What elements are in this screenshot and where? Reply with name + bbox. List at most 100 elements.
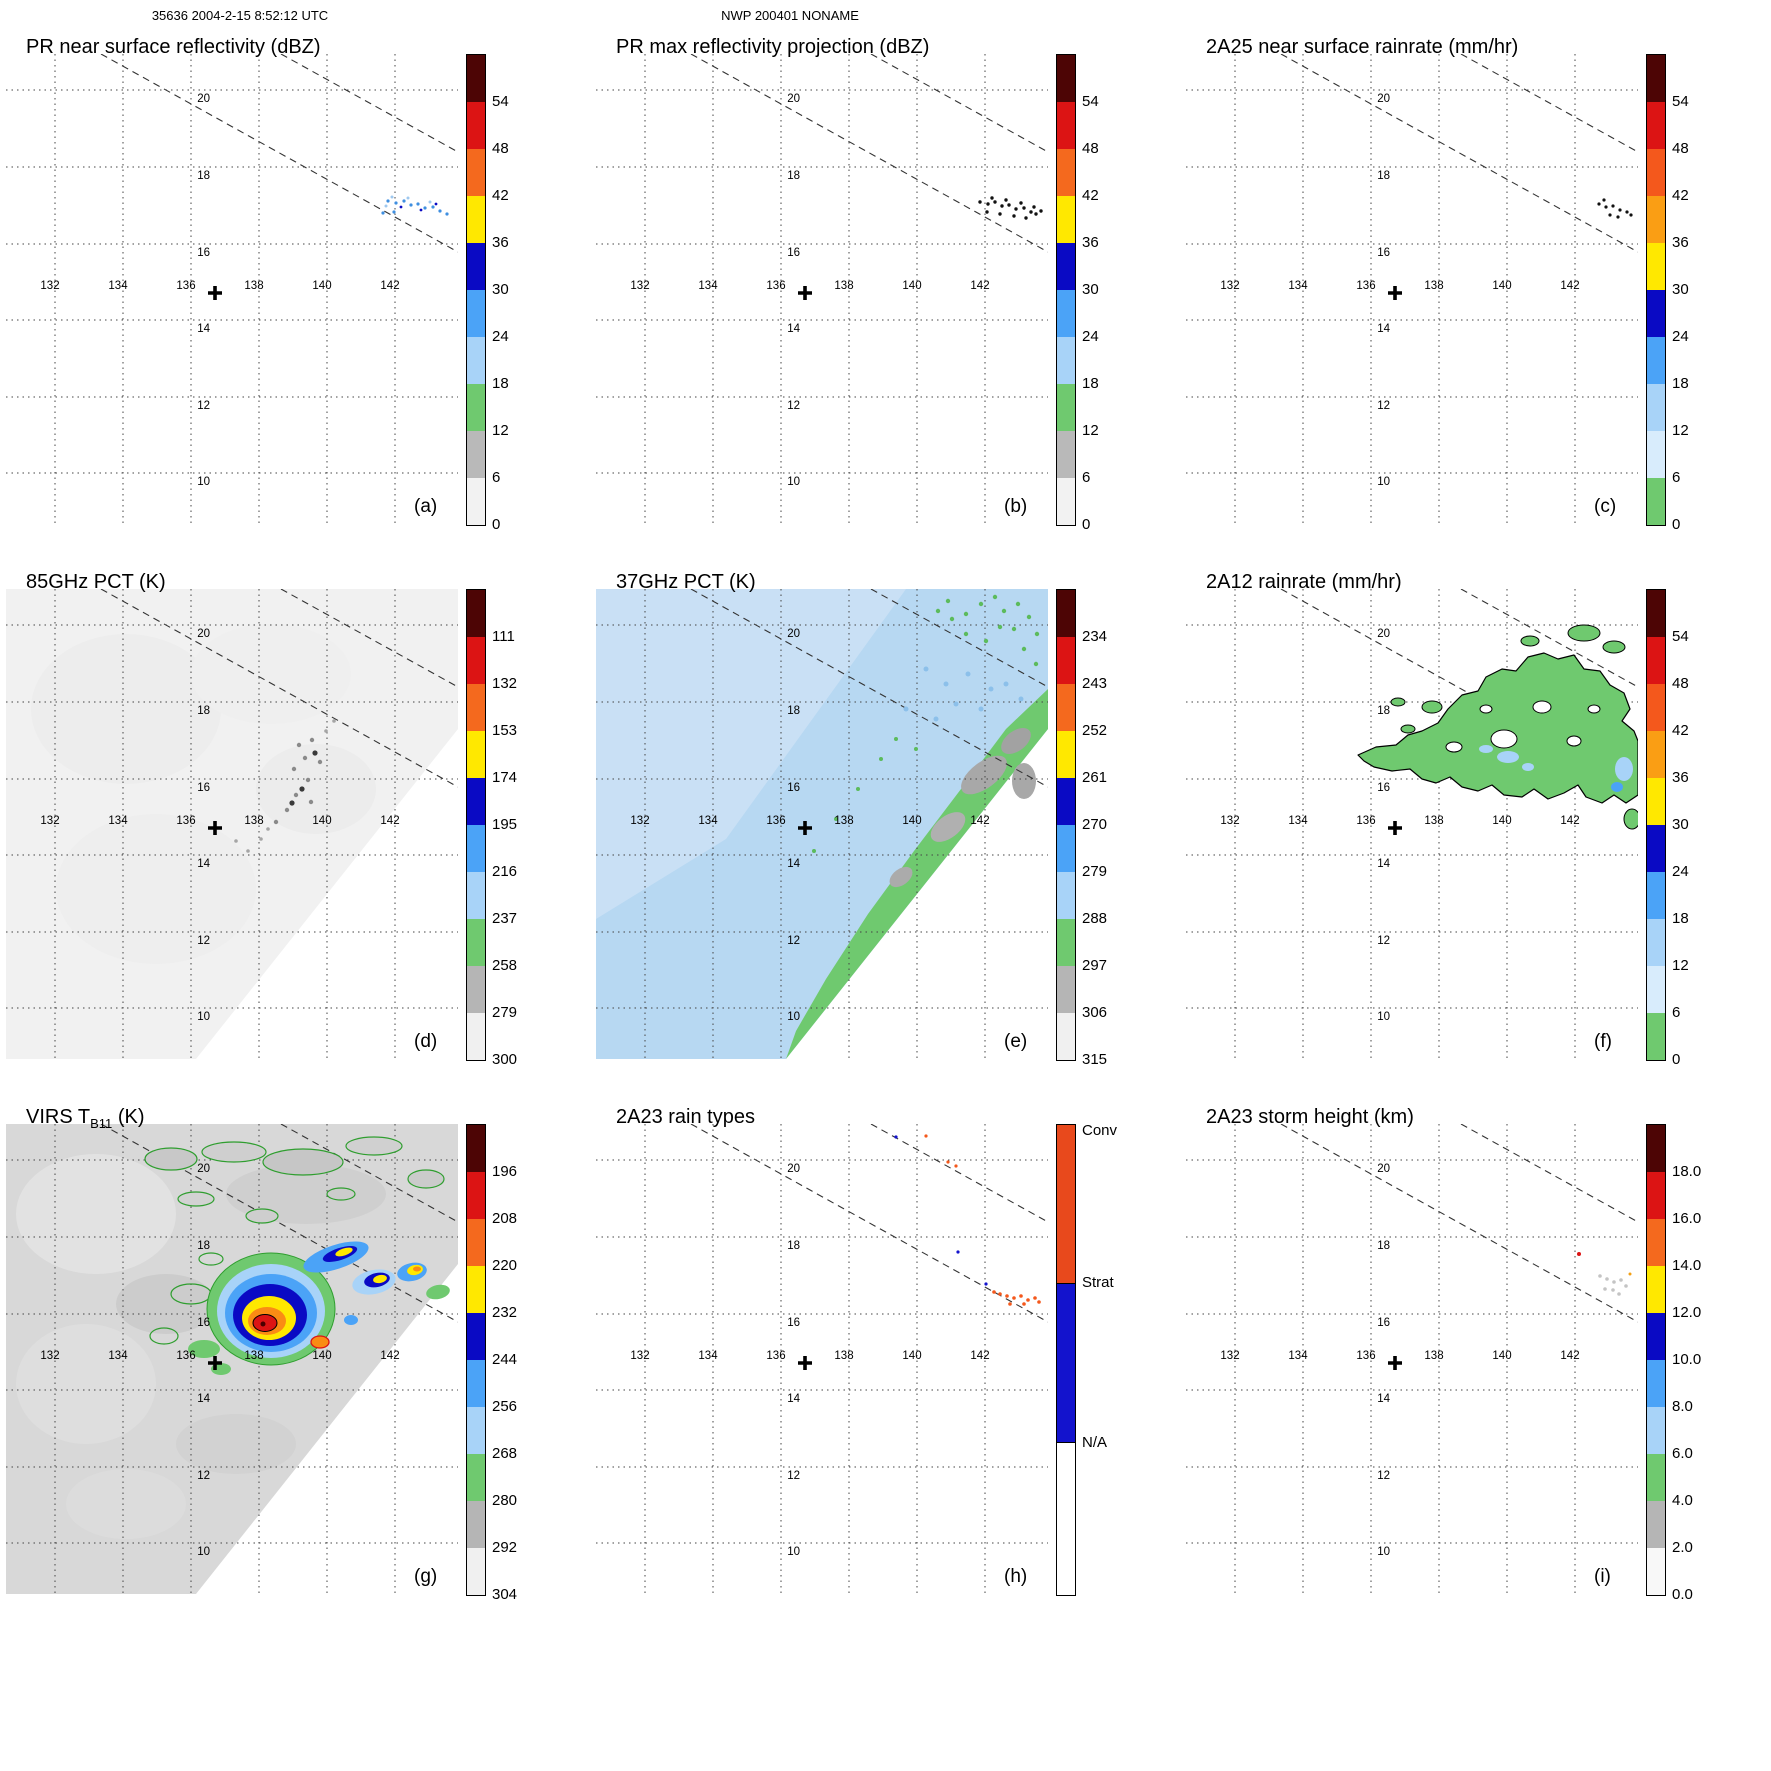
colorbar-segment — [467, 1125, 485, 1172]
colorbar-label: 18 — [1082, 375, 1099, 392]
colorbar-label: 153 — [492, 722, 518, 739]
colorbar-segment — [467, 1313, 485, 1360]
colorbar-label: 243 — [1082, 675, 1108, 692]
svg-text:136: 136 — [766, 1350, 785, 1362]
svg-text:142: 142 — [1560, 280, 1579, 292]
colorbar-label: 6 — [1082, 469, 1091, 486]
panel-b: PR max reflectivity projection (dBZ) 132… — [590, 26, 1180, 561]
colorbar-segment — [1647, 1125, 1665, 1172]
data-overlay — [978, 196, 1043, 220]
colorbar-segment — [1647, 1266, 1665, 1313]
colorbar-label: 256 — [492, 1398, 518, 1415]
svg-text:136: 136 — [176, 280, 195, 292]
colorbar-label: 42 — [1672, 187, 1689, 204]
colorbar-segment — [467, 778, 485, 825]
colorbar-label: 315 — [1082, 1051, 1108, 1068]
colorbar-segment — [1647, 590, 1665, 637]
svg-text:142: 142 — [970, 1350, 989, 1362]
panel-letter: (i) — [1594, 1566, 1611, 1587]
data-overlay — [144, 1136, 450, 1375]
figure-header: 35636 2004-2-15 8:52:12 UTC NWP 200401 N… — [0, 0, 1771, 26]
svg-text:10: 10 — [1377, 1546, 1390, 1558]
colorbar-segment — [1647, 1407, 1665, 1454]
colorbar-segment — [1647, 337, 1665, 384]
pr-swath-edge-lines — [1280, 1124, 1638, 1323]
colorbar-segment — [467, 1172, 485, 1219]
colorbar-labels: 54 48 42 36 30 24 18 12 6 0 — [1082, 54, 1174, 533]
svg-text:14: 14 — [787, 1393, 800, 1405]
colorbar-segment — [1057, 1282, 1075, 1443]
colorbar-segment — [1647, 1454, 1665, 1501]
svg-text:18: 18 — [197, 705, 210, 717]
colorbar-segment — [467, 919, 485, 966]
colorbar-label: 42 — [1082, 187, 1099, 204]
svg-text:10: 10 — [787, 1546, 800, 1558]
svg-text:10: 10 — [787, 1011, 800, 1023]
data-overlay — [1357, 624, 1638, 830]
svg-text:20: 20 — [787, 93, 800, 105]
colorbar-labels: 54 48 42 36 30 24 18 12 6 0 — [1672, 589, 1764, 1068]
colorbar-label: 18 — [1672, 375, 1689, 392]
svg-text:142: 142 — [970, 815, 989, 827]
colorbar-label: 36 — [1672, 234, 1689, 251]
data-field — [6, 1124, 458, 1594]
svg-text:134: 134 — [108, 1350, 128, 1362]
svg-text:18: 18 — [787, 1240, 800, 1252]
colorbar-segment — [467, 731, 485, 778]
colorbar — [466, 1124, 486, 1596]
colorbar-label: Strat — [1082, 1274, 1114, 1292]
colorbar-label: 132 — [492, 675, 518, 692]
colorbar-segment — [1647, 731, 1665, 778]
axis-labels: 132 134 136 138 140 142 20 18 16 14 12 10 — [630, 1163, 989, 1558]
colorbar-segment — [467, 1501, 485, 1548]
colorbar-label: 30 — [1672, 281, 1689, 298]
svg-text:14: 14 — [787, 323, 800, 335]
colorbar-label: 232 — [492, 1304, 518, 1321]
svg-text:14: 14 — [197, 1393, 210, 1405]
svg-text:16: 16 — [1377, 1317, 1390, 1329]
colorbar-label: 216 — [492, 863, 518, 880]
colorbar-label: 12 — [1672, 957, 1689, 974]
colorbar-segment — [467, 337, 485, 384]
colorbar-segment — [467, 590, 485, 637]
svg-text:20: 20 — [197, 1163, 210, 1175]
colorbar-label: 196 — [492, 1163, 518, 1180]
colorbar-label: 279 — [492, 1004, 518, 1021]
colorbar-label: 306 — [1082, 1004, 1108, 1021]
svg-text:138: 138 — [244, 1350, 263, 1362]
svg-text:16: 16 — [1377, 782, 1390, 794]
colorbar-label: 6.0 — [1672, 1445, 1693, 1462]
svg-text:134: 134 — [108, 280, 128, 292]
latlon-grid — [596, 54, 1048, 524]
svg-text:12: 12 — [197, 1470, 210, 1482]
colorbar-label: 54 — [1672, 628, 1689, 645]
panel-d: 85GHz PCT (K) 132 134 136 138 140 142 20 18 16 14… — [0, 561, 590, 1096]
svg-text:10: 10 — [197, 1011, 210, 1023]
svg-text:138: 138 — [1424, 280, 1443, 292]
colorbar-segment — [1057, 590, 1075, 637]
colorbar-segment — [1647, 1548, 1665, 1595]
colorbar-segment — [467, 384, 485, 431]
colorbar-label: 300 — [492, 1051, 518, 1068]
colorbar-segment — [467, 1360, 485, 1407]
data-field — [596, 589, 1048, 1059]
colorbar-label: 111 — [492, 628, 515, 645]
colorbar-segment — [1647, 1501, 1665, 1548]
latlon-grid — [1186, 1124, 1638, 1594]
svg-text:12: 12 — [1377, 935, 1390, 947]
latlon-grid — [596, 589, 1048, 1059]
colorbar-segment — [1057, 337, 1075, 384]
colorbar-segment — [1057, 384, 1075, 431]
svg-text:18: 18 — [197, 170, 210, 182]
svg-text:140: 140 — [1492, 815, 1511, 827]
panel-plot: 132 134 136 138 140 142 20 18 16 14 12 10 (b) — [596, 54, 1048, 524]
latlon-grid — [596, 1124, 1048, 1594]
panel-plot: 132 134 136 138 140 142 20 18 16 14 12 10 (f) — [1186, 589, 1638, 1059]
svg-text:136: 136 — [176, 815, 195, 827]
colorbar-segment — [1647, 966, 1665, 1013]
colorbar-label: 18 — [492, 375, 509, 392]
svg-text:136: 136 — [766, 280, 785, 292]
svg-text:134: 134 — [698, 280, 718, 292]
colorbar-segment — [1057, 684, 1075, 731]
colorbar-label: 4.0 — [1672, 1492, 1693, 1509]
